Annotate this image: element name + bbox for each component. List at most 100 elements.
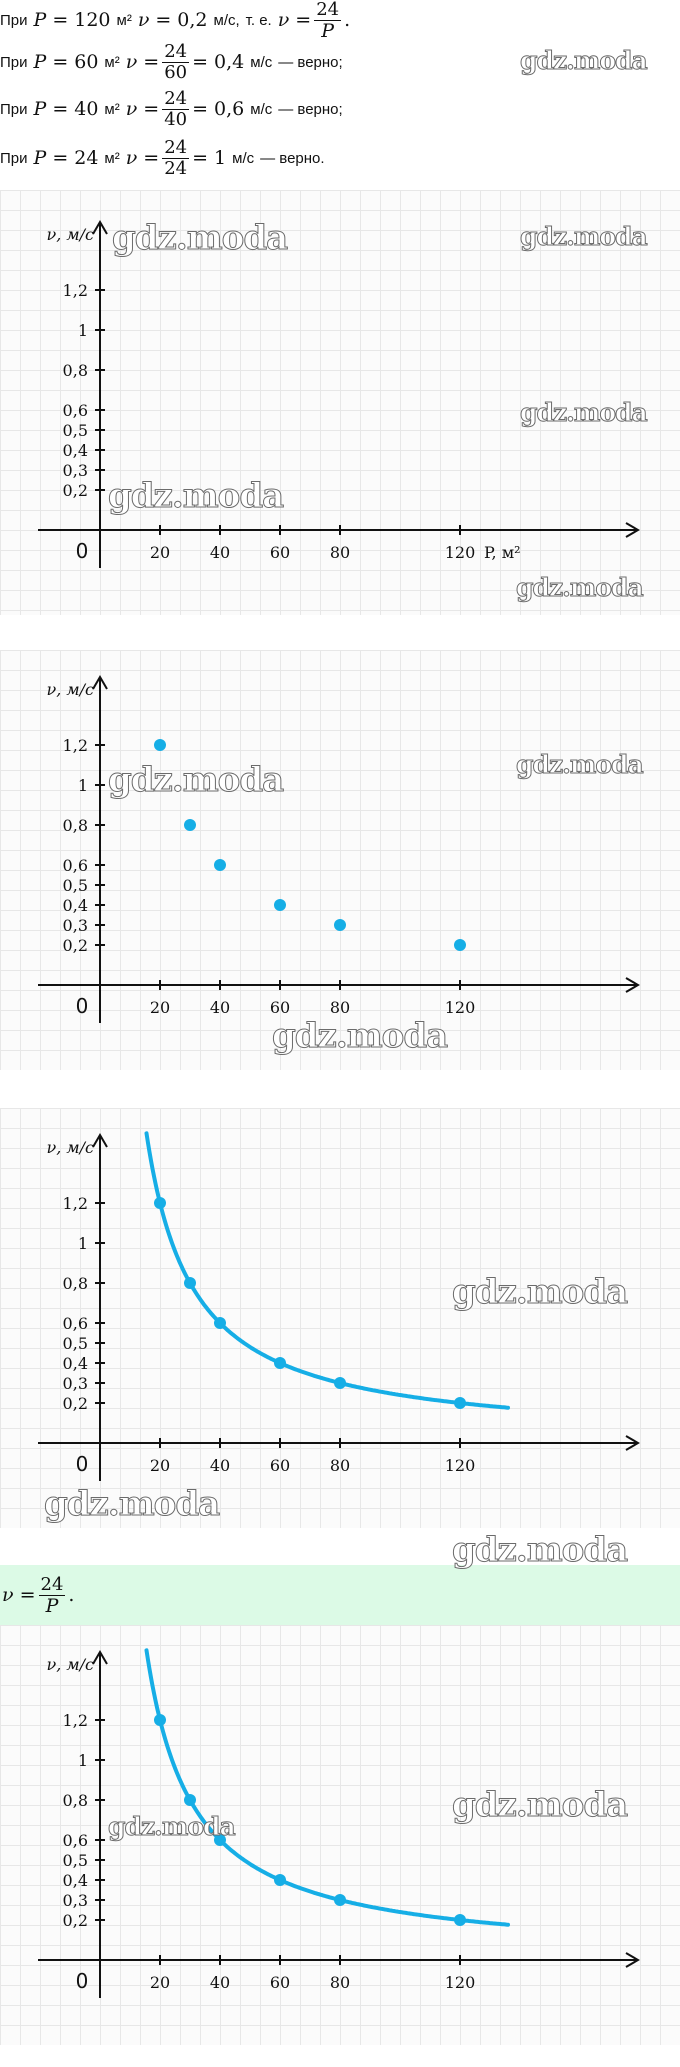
verdict: — верно; xyxy=(278,100,343,118)
y-tick-label: 1 xyxy=(78,1234,88,1253)
symbol-eq: = xyxy=(155,9,172,31)
data-point xyxy=(454,939,466,951)
x-axis-label: P, м² xyxy=(484,543,521,562)
graph-panel-4: ν, м/с 0 20 40 60 80 120 0,2 0,3 0,4 0,5 0,6 0,8 1 1,2 xyxy=(0,1625,680,2045)
y-tick-label: 1,2 xyxy=(63,281,88,300)
x-tick-label: 40 xyxy=(210,998,230,1017)
line-tail: т. е. xyxy=(245,11,272,29)
x-tick-label: 20 xyxy=(150,1456,170,1475)
x-tick-label: 80 xyxy=(330,1456,350,1475)
y-axis-arrow xyxy=(92,220,108,235)
x-tick-label: 120 xyxy=(445,1456,476,1475)
x-tick-label: 120 xyxy=(445,998,476,1017)
watermark: gdz.moda xyxy=(520,222,649,252)
x-tick-label: 40 xyxy=(210,1456,230,1475)
symbol-eq: = xyxy=(192,98,209,120)
y-tick-label: 0,3 xyxy=(63,1374,88,1393)
fraction-numerator: 24 xyxy=(314,0,342,21)
x-axis-arrow xyxy=(625,522,640,538)
y-tick-label: 1,2 xyxy=(63,1194,88,1213)
x-tick-label: 60 xyxy=(270,998,290,1017)
data-point xyxy=(214,1834,226,1846)
unit-area: м² xyxy=(116,11,132,29)
line-prefix: При xyxy=(0,53,28,71)
unit-area: м² xyxy=(104,53,120,71)
text-line-2: При P = 60 м² ν = 24 60 = 0,4 м/с — верн… xyxy=(0,40,343,83)
y-tick-label: 1,2 xyxy=(63,736,88,755)
data-point xyxy=(454,1397,466,1409)
data-point xyxy=(274,899,286,911)
symbol-eq: = xyxy=(52,147,69,169)
watermark: gdz.moda xyxy=(107,760,284,801)
y-tick-label: 0,8 xyxy=(63,816,88,835)
chart-2-svg: ν, м/с 0 20 40 60 80 120 0,20,30,40,50,6 0,8 1 1,2 xyxy=(38,675,640,1023)
y-tick-label: 0,5 xyxy=(63,1851,88,1870)
fraction-denominator: P xyxy=(321,19,335,42)
fraction: 24 40 xyxy=(162,88,190,130)
line-prefix: При xyxy=(0,11,28,29)
data-point xyxy=(184,1277,196,1289)
line-end: . xyxy=(344,9,351,31)
y-tick-label: 0,6 xyxy=(63,1831,88,1850)
y-tick-label: 0,3 xyxy=(63,916,88,935)
x-tick-label: 40 xyxy=(210,543,230,562)
x-axis-arrow xyxy=(625,977,640,993)
x-tick-label: 120 xyxy=(445,543,476,562)
x-tick-label: 60 xyxy=(270,1456,290,1475)
symbol-eq: = xyxy=(192,51,209,73)
line-prefix: При xyxy=(0,149,28,167)
data-point xyxy=(334,1377,346,1389)
origin-label: 0 xyxy=(76,539,89,563)
watermark: gdz.moda xyxy=(520,46,649,76)
unit-speed: м/с, xyxy=(213,11,240,29)
symbol-p: P xyxy=(33,51,47,73)
p-value: 60 xyxy=(74,51,99,73)
fraction-denominator: 24 xyxy=(164,157,188,179)
text-line-4: При P = 24 м² ν = 24 24 = 1 м/с — верно. xyxy=(0,136,325,179)
x-tick-label: 60 xyxy=(270,1973,290,1992)
x-tick-label: 80 xyxy=(330,998,350,1017)
x-tick-label: 80 xyxy=(330,1973,350,1992)
x-tick-label: 20 xyxy=(150,1973,170,1992)
y-axis-arrow xyxy=(92,1650,108,1665)
symbol-eq: = xyxy=(143,147,160,169)
data-point xyxy=(274,1874,286,1886)
y-tick-label: 0,5 xyxy=(63,421,88,440)
x-tick-label: 80 xyxy=(330,543,350,562)
y-tick-label: 0,6 xyxy=(63,401,88,420)
graph-panel-2: ν, м/с 0 20 40 60 80 120 0,2 0,3 0,4 0,5 0,6 0,8 1 1,2 xyxy=(0,650,680,1070)
y-axis-arrow xyxy=(92,1133,108,1148)
graph-panel-1: ν, м/с 0 20 40 60 80 120 P, м² 0,2 0,3 0,4 0,5 0,6 0,… xyxy=(0,190,680,615)
watermark: gdz.moda xyxy=(451,1785,628,1826)
p-value: 40 xyxy=(74,98,99,120)
x-tick-label: 60 xyxy=(270,543,290,562)
symbol-eq: = xyxy=(143,98,160,120)
fraction-numerator: 24 xyxy=(162,40,190,63)
y-axis-label: ν, м/с xyxy=(46,680,94,699)
data-point xyxy=(154,739,166,751)
chart-1-svg: ν, м/с 0 20 40 60 80 120 P, м² 0,20,30,40,50,6 0,… xyxy=(38,220,640,568)
origin-label: 0 xyxy=(76,994,89,1018)
y-tick-label: 0,3 xyxy=(63,1891,88,1910)
y-axis-label: ν, м/с xyxy=(46,1138,94,1157)
fraction-numerator: 24 xyxy=(162,136,190,159)
y-tick-label: 0,8 xyxy=(63,1274,88,1293)
watermark: gdz.moda xyxy=(43,1484,220,1525)
p-value: 24 xyxy=(74,147,99,169)
fraction-denominator: 60 xyxy=(164,61,188,83)
y-tick-label: 1,2 xyxy=(63,1711,88,1730)
fraction: 24 60 xyxy=(162,40,190,83)
data-point xyxy=(214,1317,226,1329)
y-axis-label: ν, м/с xyxy=(46,1655,94,1674)
formula-fraction: 24 P xyxy=(38,1574,66,1617)
formula-denominator: P xyxy=(45,1594,59,1617)
result-value: 1 xyxy=(214,147,227,169)
watermark: gdz.moda xyxy=(451,1530,628,1571)
y-tick-label: 0,8 xyxy=(63,361,88,380)
data-point xyxy=(274,1357,286,1369)
result-value: 0,6 xyxy=(214,98,245,120)
p-value: 120 xyxy=(74,9,111,31)
line-prefix: При xyxy=(0,100,28,118)
y-axis-label: ν, м/с xyxy=(46,225,94,244)
hyperbola-curve xyxy=(144,1648,510,1927)
